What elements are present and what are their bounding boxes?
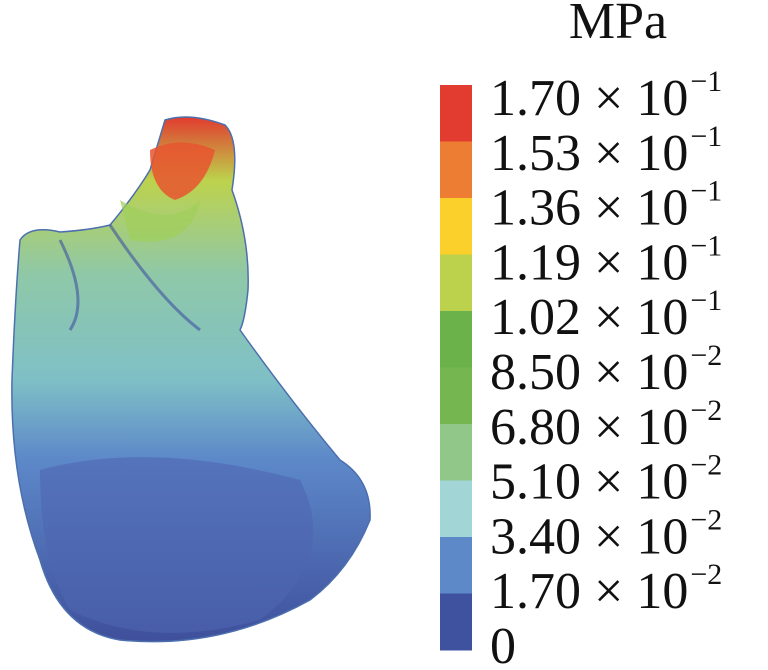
legend-exponent: −2 [690,558,722,591]
legend-label: 0 [490,618,516,670]
legend-label: 3.40 × 10 [490,508,688,565]
legend-unit: MPa [569,0,667,50]
legend-label: 1.53 × 10 [490,125,688,182]
color-band [440,311,472,368]
color-band [440,198,472,255]
color-band [440,424,472,481]
legend-label: 8.50 × 10 [490,344,688,401]
legend-label: 5.10 × 10 [490,454,688,511]
legend-label: 1.70 × 10 [490,563,688,620]
legend-exponent: −2 [690,449,722,482]
legend-exponent: −1 [690,229,722,262]
legend-exponent: −2 [690,394,722,427]
legend-exponent: −1 [690,284,722,317]
color-band [440,254,472,312]
color-band [440,593,472,651]
legend-label: 1.70 × 10 [490,70,688,127]
color-band [440,480,472,538]
legend-label: 1.36 × 10 [490,180,688,237]
legend-label: 6.80 × 10 [490,399,688,456]
legend-label: 1.02 × 10 [490,289,688,346]
bone-model [11,116,371,643]
legend: 1.70 × 10 −11.53 × 10 −11.36 × 10 −11.19 × … [440,65,722,670]
legend-label: 1.19 × 10 [490,234,688,291]
legend-exponent: −1 [690,120,722,153]
color-band [440,367,472,425]
color-band [440,85,472,142]
legend-exponent: −2 [690,339,722,372]
legend-exponent: −2 [690,503,722,536]
color-band [440,141,472,199]
legend-exponent: −1 [690,65,722,98]
color-band [440,537,472,594]
legend-exponent: −1 [690,175,722,208]
